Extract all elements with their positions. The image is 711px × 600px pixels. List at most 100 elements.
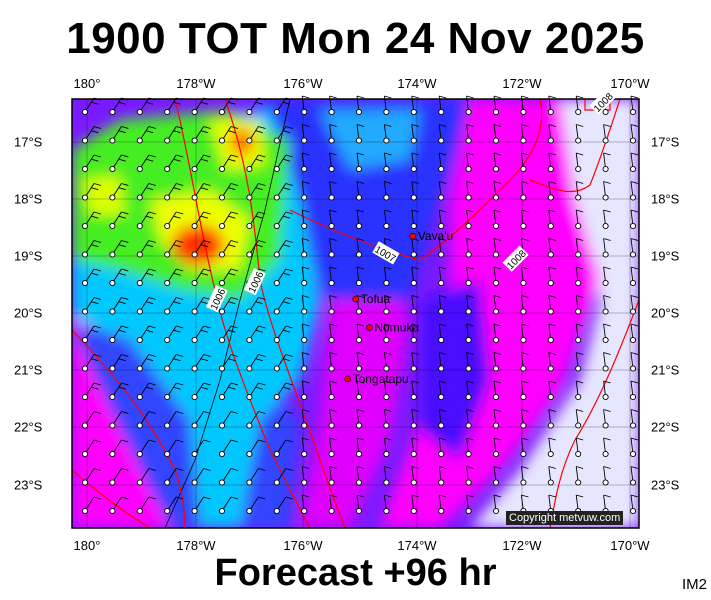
wind-barb — [328, 380, 337, 401]
wind-barb — [218, 468, 239, 486]
wind-barb — [547, 95, 556, 116]
wind-barb — [602, 409, 611, 429]
svg-text:Tofua: Tofua — [361, 292, 391, 306]
wind-barb — [136, 439, 156, 458]
wind-barb — [629, 152, 639, 173]
wind-barb — [81, 126, 102, 144]
wind-barb — [301, 209, 310, 230]
wind-barb — [438, 494, 447, 515]
cyan-region-north — [320, 110, 420, 170]
top-lon-tick: 172°W — [502, 76, 542, 91]
wind-barb — [109, 468, 129, 486]
wind-barb — [465, 124, 474, 144]
wind-barb — [492, 323, 502, 344]
wind-barb — [438, 209, 447, 230]
place-marker: Nomuka — [366, 321, 419, 335]
wind-barb — [81, 297, 102, 315]
wind-barb — [602, 209, 611, 230]
wind-barb — [81, 97, 102, 116]
wind-barb — [301, 295, 310, 315]
wind-barb — [81, 439, 102, 458]
wind-barb — [301, 152, 310, 173]
wind-barb — [520, 181, 529, 201]
wind-barb — [629, 494, 639, 515]
wind-barb — [218, 382, 239, 401]
wind-barb — [410, 466, 419, 486]
wind-barb — [492, 466, 502, 486]
wind-barb — [355, 295, 365, 315]
top-lon-tick: 180° — [73, 76, 101, 91]
wind-barb — [547, 152, 556, 173]
left-lat-tick: 22°S — [14, 419, 43, 435]
wind-barb — [191, 240, 211, 258]
wind-barb — [218, 297, 239, 315]
wind-barb — [492, 181, 502, 201]
wind-barb — [273, 439, 293, 458]
wind-barb — [492, 494, 502, 515]
wind-barb — [602, 152, 611, 173]
high-wind-spot — [172, 225, 224, 265]
bottom-lon-tick: 180° — [73, 538, 101, 553]
wind-barb — [355, 152, 365, 173]
wind-barb — [191, 411, 211, 429]
place-marker: Tofua — [352, 292, 391, 306]
wind-barb — [520, 124, 529, 144]
wind-barb — [109, 439, 129, 458]
map-title: 1900 TOT Mon 24 Nov 2025 — [66, 14, 645, 63]
wind-barb — [355, 409, 365, 429]
wind-barb — [438, 352, 447, 372]
wind-barb — [301, 437, 310, 458]
wind-barb — [602, 380, 611, 401]
right-lat-tick: 22°S — [651, 419, 680, 435]
wind-barb — [629, 380, 639, 401]
wind-barb — [109, 211, 129, 230]
wind-barb — [273, 97, 293, 116]
wind-barb — [355, 181, 365, 201]
wind-barb — [218, 154, 239, 173]
wind-barb — [629, 437, 639, 458]
wind-barb — [355, 380, 365, 401]
wind-barb — [136, 154, 156, 173]
wind-barb — [136, 211, 156, 230]
wind-barb — [438, 409, 447, 429]
wind-barb — [301, 181, 310, 201]
wind-barb — [520, 352, 529, 372]
wind-barb — [547, 380, 556, 401]
wind-speed-field — [72, 99, 639, 528]
wind-barb — [301, 352, 310, 372]
map-frame — [71, 98, 640, 529]
bottom-lon-tick: 174°W — [397, 538, 437, 553]
wind-barb — [164, 354, 184, 372]
top-lon-tick: 170°W — [610, 76, 650, 91]
wind-barb — [164, 496, 184, 515]
wind-barb — [218, 325, 239, 344]
wind-barb — [465, 466, 474, 486]
place-markers: Vava'u Tofua Nomuka Tongatapu — [344, 229, 453, 386]
wind-barb — [520, 266, 529, 287]
wind-barb — [301, 409, 310, 429]
blue-region — [260, 99, 470, 300]
wind-barb — [81, 382, 102, 401]
place-marker: Vava'u — [409, 229, 453, 243]
left-lat-tick: 18°S — [14, 191, 43, 207]
wind-barb — [191, 354, 211, 372]
wind-barb — [547, 209, 556, 230]
wind-barb — [218, 97, 239, 116]
wind-barb — [328, 494, 337, 515]
wind-barb — [136, 97, 156, 116]
wind-barb — [191, 183, 211, 201]
wind-barb — [547, 266, 556, 287]
bottom-lon-tick: 170°W — [610, 538, 650, 553]
right-lat-tick: 17°S — [651, 134, 680, 150]
wind-barb — [383, 466, 392, 486]
wind-barb — [602, 323, 611, 344]
wind-barb — [218, 240, 239, 258]
wind-barb — [246, 97, 266, 116]
wind-barb — [465, 437, 474, 458]
wind-barb — [520, 152, 529, 173]
wind-barb — [520, 380, 529, 401]
right-lat-tick: 18°S — [651, 191, 680, 207]
wind-barb — [81, 240, 102, 258]
wind-barb — [301, 95, 310, 116]
wind-barb — [383, 323, 392, 344]
